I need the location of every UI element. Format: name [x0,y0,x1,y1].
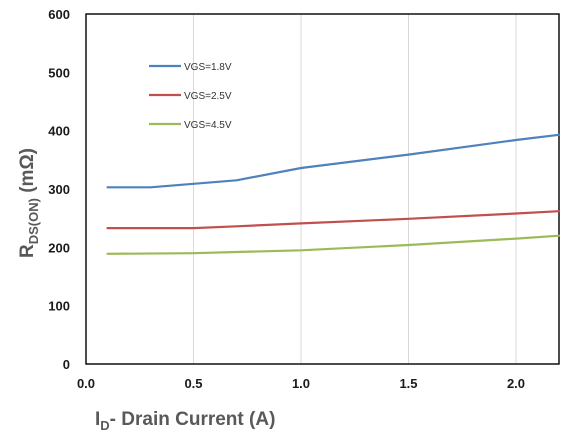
x-tick-label: 1.5 [399,376,417,391]
y-axis-title-rest: (mΩ) [17,148,38,198]
y-tick-label: 600 [48,7,70,22]
y-tick-label: 200 [48,240,70,255]
y-tick-label: 300 [48,182,70,197]
x-tick-label: 1.0 [292,376,310,391]
x-tick-label: 0.5 [184,376,202,391]
y-tick-label: 100 [48,299,70,314]
series-line-vgs-2-5v [106,210,561,230]
y-axis-title: RDS(ON) (mΩ) [17,148,41,258]
series-lines [106,133,561,255]
y-axis-title-subscript: DS(ON) [26,198,41,244]
series-line-vgs-1-8v [106,133,561,189]
series-line-vgs-4-5v [106,234,561,255]
y-tick-label: 0 [63,357,70,372]
legend-label-vgs-1-8v: VGS=1.8V [184,62,232,73]
y-tick-label: 500 [48,65,70,80]
legend: VGS=1.8V VGS=2.5V VGS=4.5V [149,62,232,131]
x-tick-label: 2.0 [507,376,525,391]
tick-labels: 0.0 0.5 1.0 1.5 2.0 0 100 200 300 400 500 600 [48,7,525,391]
x-axis-title-subscript: D [100,418,109,433]
x-tick-label: 0.0 [77,376,95,391]
legend-label-vgs-4-5v: VGS=4.5V [184,120,232,131]
x-axis-title-main: I [95,409,100,430]
x-axis-title: ID- Drain Current (A) [95,409,275,433]
plot-area-frame [85,13,560,365]
y-tick-label: 400 [48,124,70,139]
x-axis-title-rest: - Drain Current (A) [110,409,276,430]
y-axis-title-main: R [17,244,38,258]
legend-label-vgs-2-5v: VGS=2.5V [184,91,232,102]
gridlines [193,14,517,364]
